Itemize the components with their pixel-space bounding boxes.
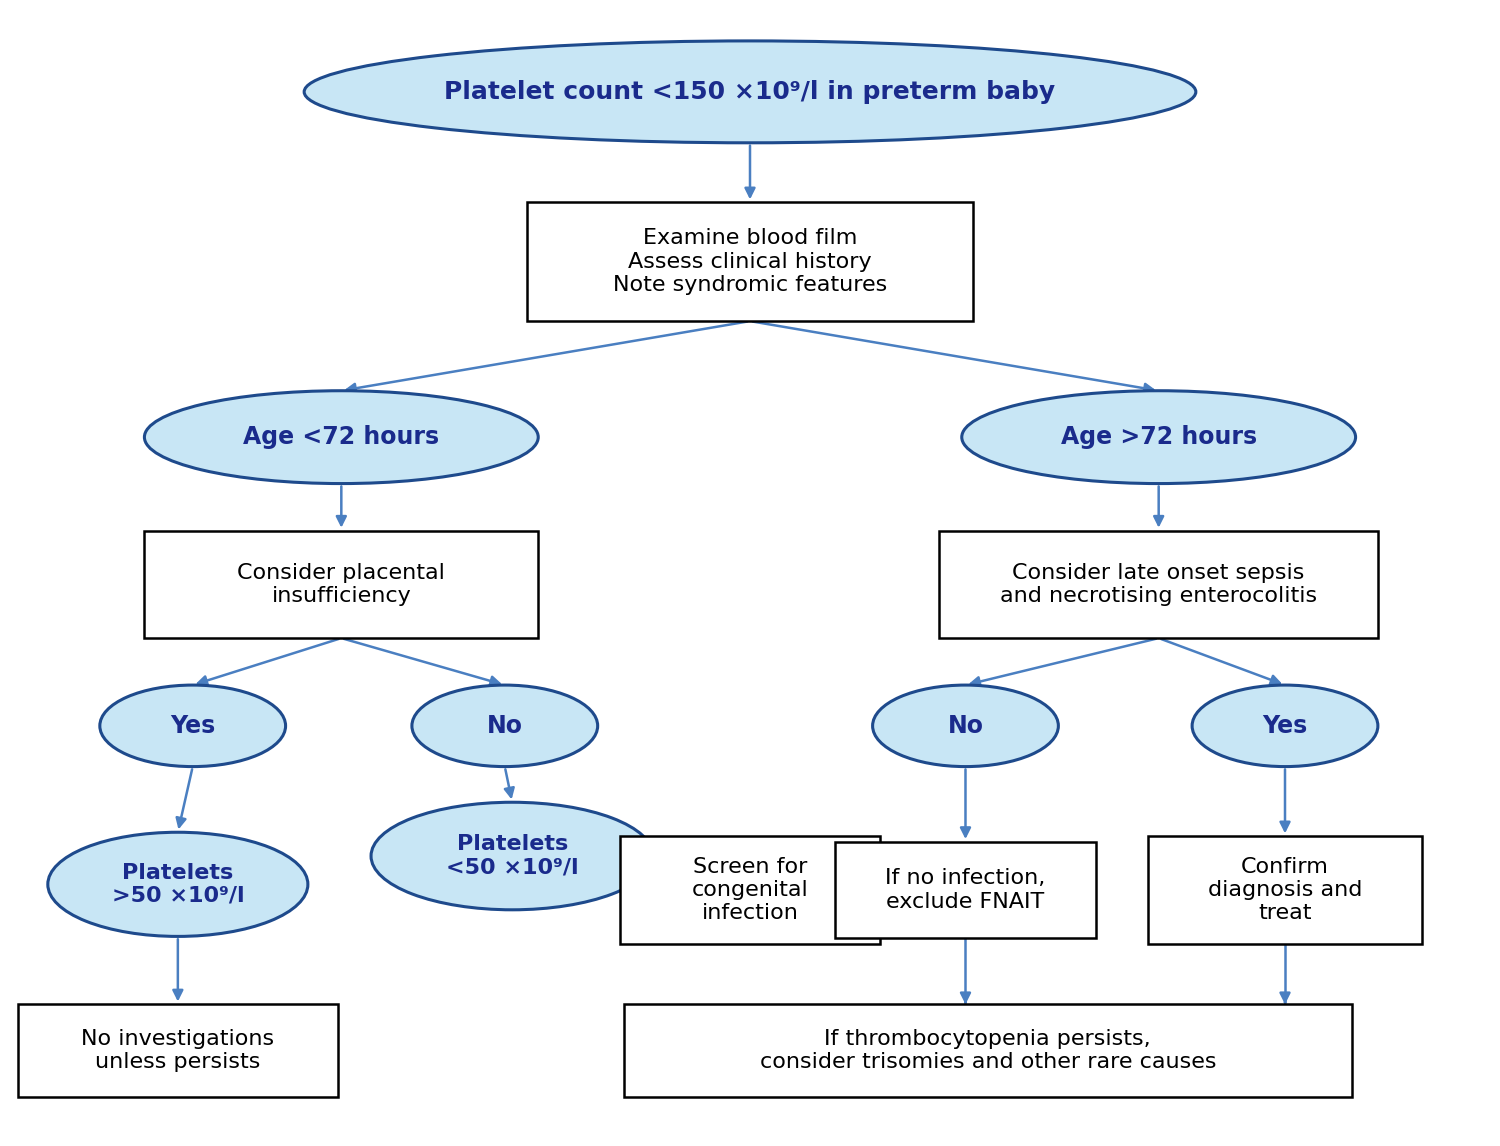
Text: Age >72 hours: Age >72 hours xyxy=(1060,425,1257,449)
Text: Examine blood film
Assess clinical history
Note syndromic features: Examine blood film Assess clinical histo… xyxy=(614,228,886,295)
Text: Platelets
<50 ×10⁹/l: Platelets <50 ×10⁹/l xyxy=(446,834,579,878)
FancyBboxPatch shape xyxy=(18,1004,338,1097)
Text: Consider late onset sepsis
and necrotising enterocolitis: Consider late onset sepsis and necrotisi… xyxy=(1000,563,1317,606)
Text: No: No xyxy=(948,714,984,738)
Text: No: No xyxy=(488,714,524,738)
Text: Screen for
congenital
infection: Screen for congenital infection xyxy=(692,857,808,924)
Ellipse shape xyxy=(48,832,308,936)
Text: Platelet count <150 ×10⁹/l in preterm baby: Platelet count <150 ×10⁹/l in preterm ba… xyxy=(444,80,1056,104)
Ellipse shape xyxy=(1192,685,1378,767)
Text: Platelets
>50 ×10⁹/l: Platelets >50 ×10⁹/l xyxy=(111,863,245,906)
Text: Yes: Yes xyxy=(1263,714,1308,738)
Text: No investigations
unless persists: No investigations unless persists xyxy=(81,1029,274,1073)
Text: Confirm
diagnosis and
treat: Confirm diagnosis and treat xyxy=(1208,857,1362,924)
FancyBboxPatch shape xyxy=(939,531,1378,638)
Text: Yes: Yes xyxy=(170,714,216,738)
Ellipse shape xyxy=(370,802,654,910)
Ellipse shape xyxy=(144,391,538,484)
Text: If no infection,
exclude FNAIT: If no infection, exclude FNAIT xyxy=(885,869,1046,911)
Text: Age <72 hours: Age <72 hours xyxy=(243,425,440,449)
Ellipse shape xyxy=(304,41,1196,143)
Ellipse shape xyxy=(413,685,597,767)
Text: If thrombocytopenia persists,
consider trisomies and other rare causes: If thrombocytopenia persists, consider t… xyxy=(759,1029,1216,1073)
FancyBboxPatch shape xyxy=(620,837,880,944)
FancyBboxPatch shape xyxy=(526,202,974,321)
Ellipse shape xyxy=(962,391,1356,484)
Ellipse shape xyxy=(873,685,1059,767)
FancyBboxPatch shape xyxy=(836,842,1095,939)
FancyBboxPatch shape xyxy=(624,1004,1352,1097)
FancyBboxPatch shape xyxy=(1148,837,1422,944)
Ellipse shape xyxy=(100,685,285,767)
FancyBboxPatch shape xyxy=(144,531,538,638)
Text: Consider placental
insufficiency: Consider placental insufficiency xyxy=(237,563,446,606)
